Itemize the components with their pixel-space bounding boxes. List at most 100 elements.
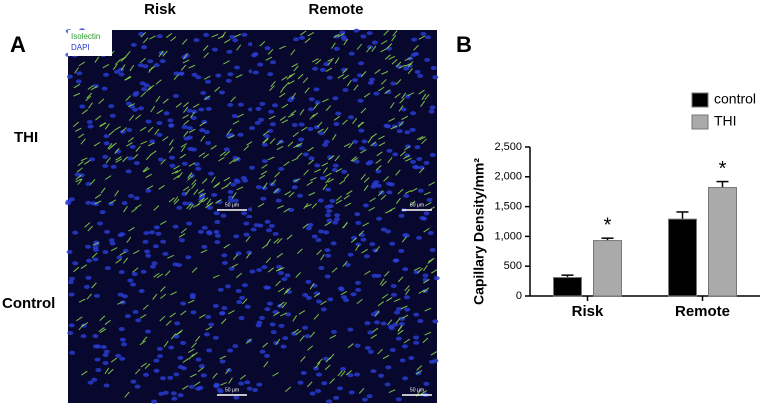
nucleus [319, 67, 326, 72]
nucleus [326, 218, 333, 223]
nucleus [359, 146, 366, 151]
nucleus [404, 130, 411, 135]
vessel [185, 188, 191, 195]
nucleus [215, 73, 222, 78]
vessel [316, 121, 323, 128]
nucleus [238, 316, 245, 321]
nucleus [423, 211, 430, 216]
vessel [363, 184, 369, 192]
nucleus [352, 139, 359, 144]
vessel [374, 68, 381, 74]
nucleus [296, 193, 303, 198]
nucleus [398, 248, 405, 253]
nucleus [432, 75, 439, 80]
vessel [375, 158, 382, 164]
nucleus [318, 131, 325, 136]
vessel [73, 92, 81, 97]
nucleus [261, 186, 268, 191]
vessel [350, 237, 357, 243]
vessel [75, 178, 83, 183]
nucleus [327, 297, 334, 302]
vessel [152, 293, 158, 300]
nucleus [323, 62, 330, 67]
scale-bar-label: 50 μm [410, 202, 424, 208]
vessel [317, 358, 323, 365]
nucleus [68, 197, 75, 202]
nucleus [312, 66, 319, 71]
nucleus [373, 180, 380, 185]
nucleus [246, 250, 253, 255]
vessel [395, 79, 402, 85]
nucleus [159, 376, 166, 381]
vessel [186, 203, 192, 210]
nucleus [425, 35, 432, 40]
vessel [320, 253, 325, 261]
nucleus [413, 340, 420, 345]
vessel [98, 98, 105, 104]
vessel [343, 173, 350, 180]
nucleus [354, 280, 361, 285]
y-tick-label: 500 [504, 260, 522, 272]
vessel [399, 150, 406, 157]
nucleus [143, 230, 150, 235]
vessel [308, 192, 316, 196]
vessel [98, 327, 105, 333]
vessel [322, 98, 329, 103]
vessel [423, 279, 430, 284]
vessel [390, 125, 398, 130]
nucleus [116, 255, 123, 260]
vessel [343, 194, 350, 200]
nucleus [115, 353, 122, 358]
nucleus [315, 388, 322, 393]
vessel [158, 185, 165, 190]
vessel [385, 209, 392, 214]
vessel [293, 143, 300, 149]
nucleus [396, 129, 403, 134]
vessel [313, 292, 321, 298]
vessel [324, 221, 332, 227]
vessel [84, 222, 91, 228]
nucleus [103, 134, 110, 139]
nucleus [426, 197, 433, 202]
nucleus [228, 266, 235, 271]
vessel [311, 202, 318, 209]
vessel [201, 178, 208, 184]
vessel [280, 86, 285, 94]
nucleus [186, 135, 193, 140]
vessel [301, 126, 308, 132]
nucleus [75, 79, 82, 84]
vessel [343, 143, 351, 148]
vessel [129, 64, 135, 72]
vessel [404, 285, 410, 292]
vessel [230, 96, 237, 102]
vessel [424, 191, 431, 196]
vessel [261, 163, 268, 169]
nucleus [236, 300, 243, 305]
nucleus [355, 220, 362, 225]
nucleus [413, 312, 420, 317]
nucleus [267, 128, 274, 133]
vessel [286, 74, 293, 80]
vessel [80, 138, 86, 145]
vessel [417, 267, 424, 274]
vessel [162, 50, 168, 57]
nucleus [177, 364, 184, 369]
vessel [148, 84, 155, 91]
nucleus [241, 283, 248, 288]
nucleus [133, 161, 140, 166]
nucleus [433, 276, 440, 281]
vessel [156, 273, 164, 279]
nucleus [329, 198, 336, 203]
vessel [175, 169, 182, 174]
vessel [188, 203, 195, 210]
vessel [105, 157, 111, 164]
vessel [150, 105, 156, 113]
nucleus [369, 77, 376, 82]
vessel [214, 86, 221, 92]
vessel [291, 157, 299, 162]
nucleus [275, 198, 282, 203]
vessel [361, 248, 368, 254]
vessel [277, 205, 284, 209]
vessel [313, 103, 319, 110]
vessel [321, 162, 329, 167]
